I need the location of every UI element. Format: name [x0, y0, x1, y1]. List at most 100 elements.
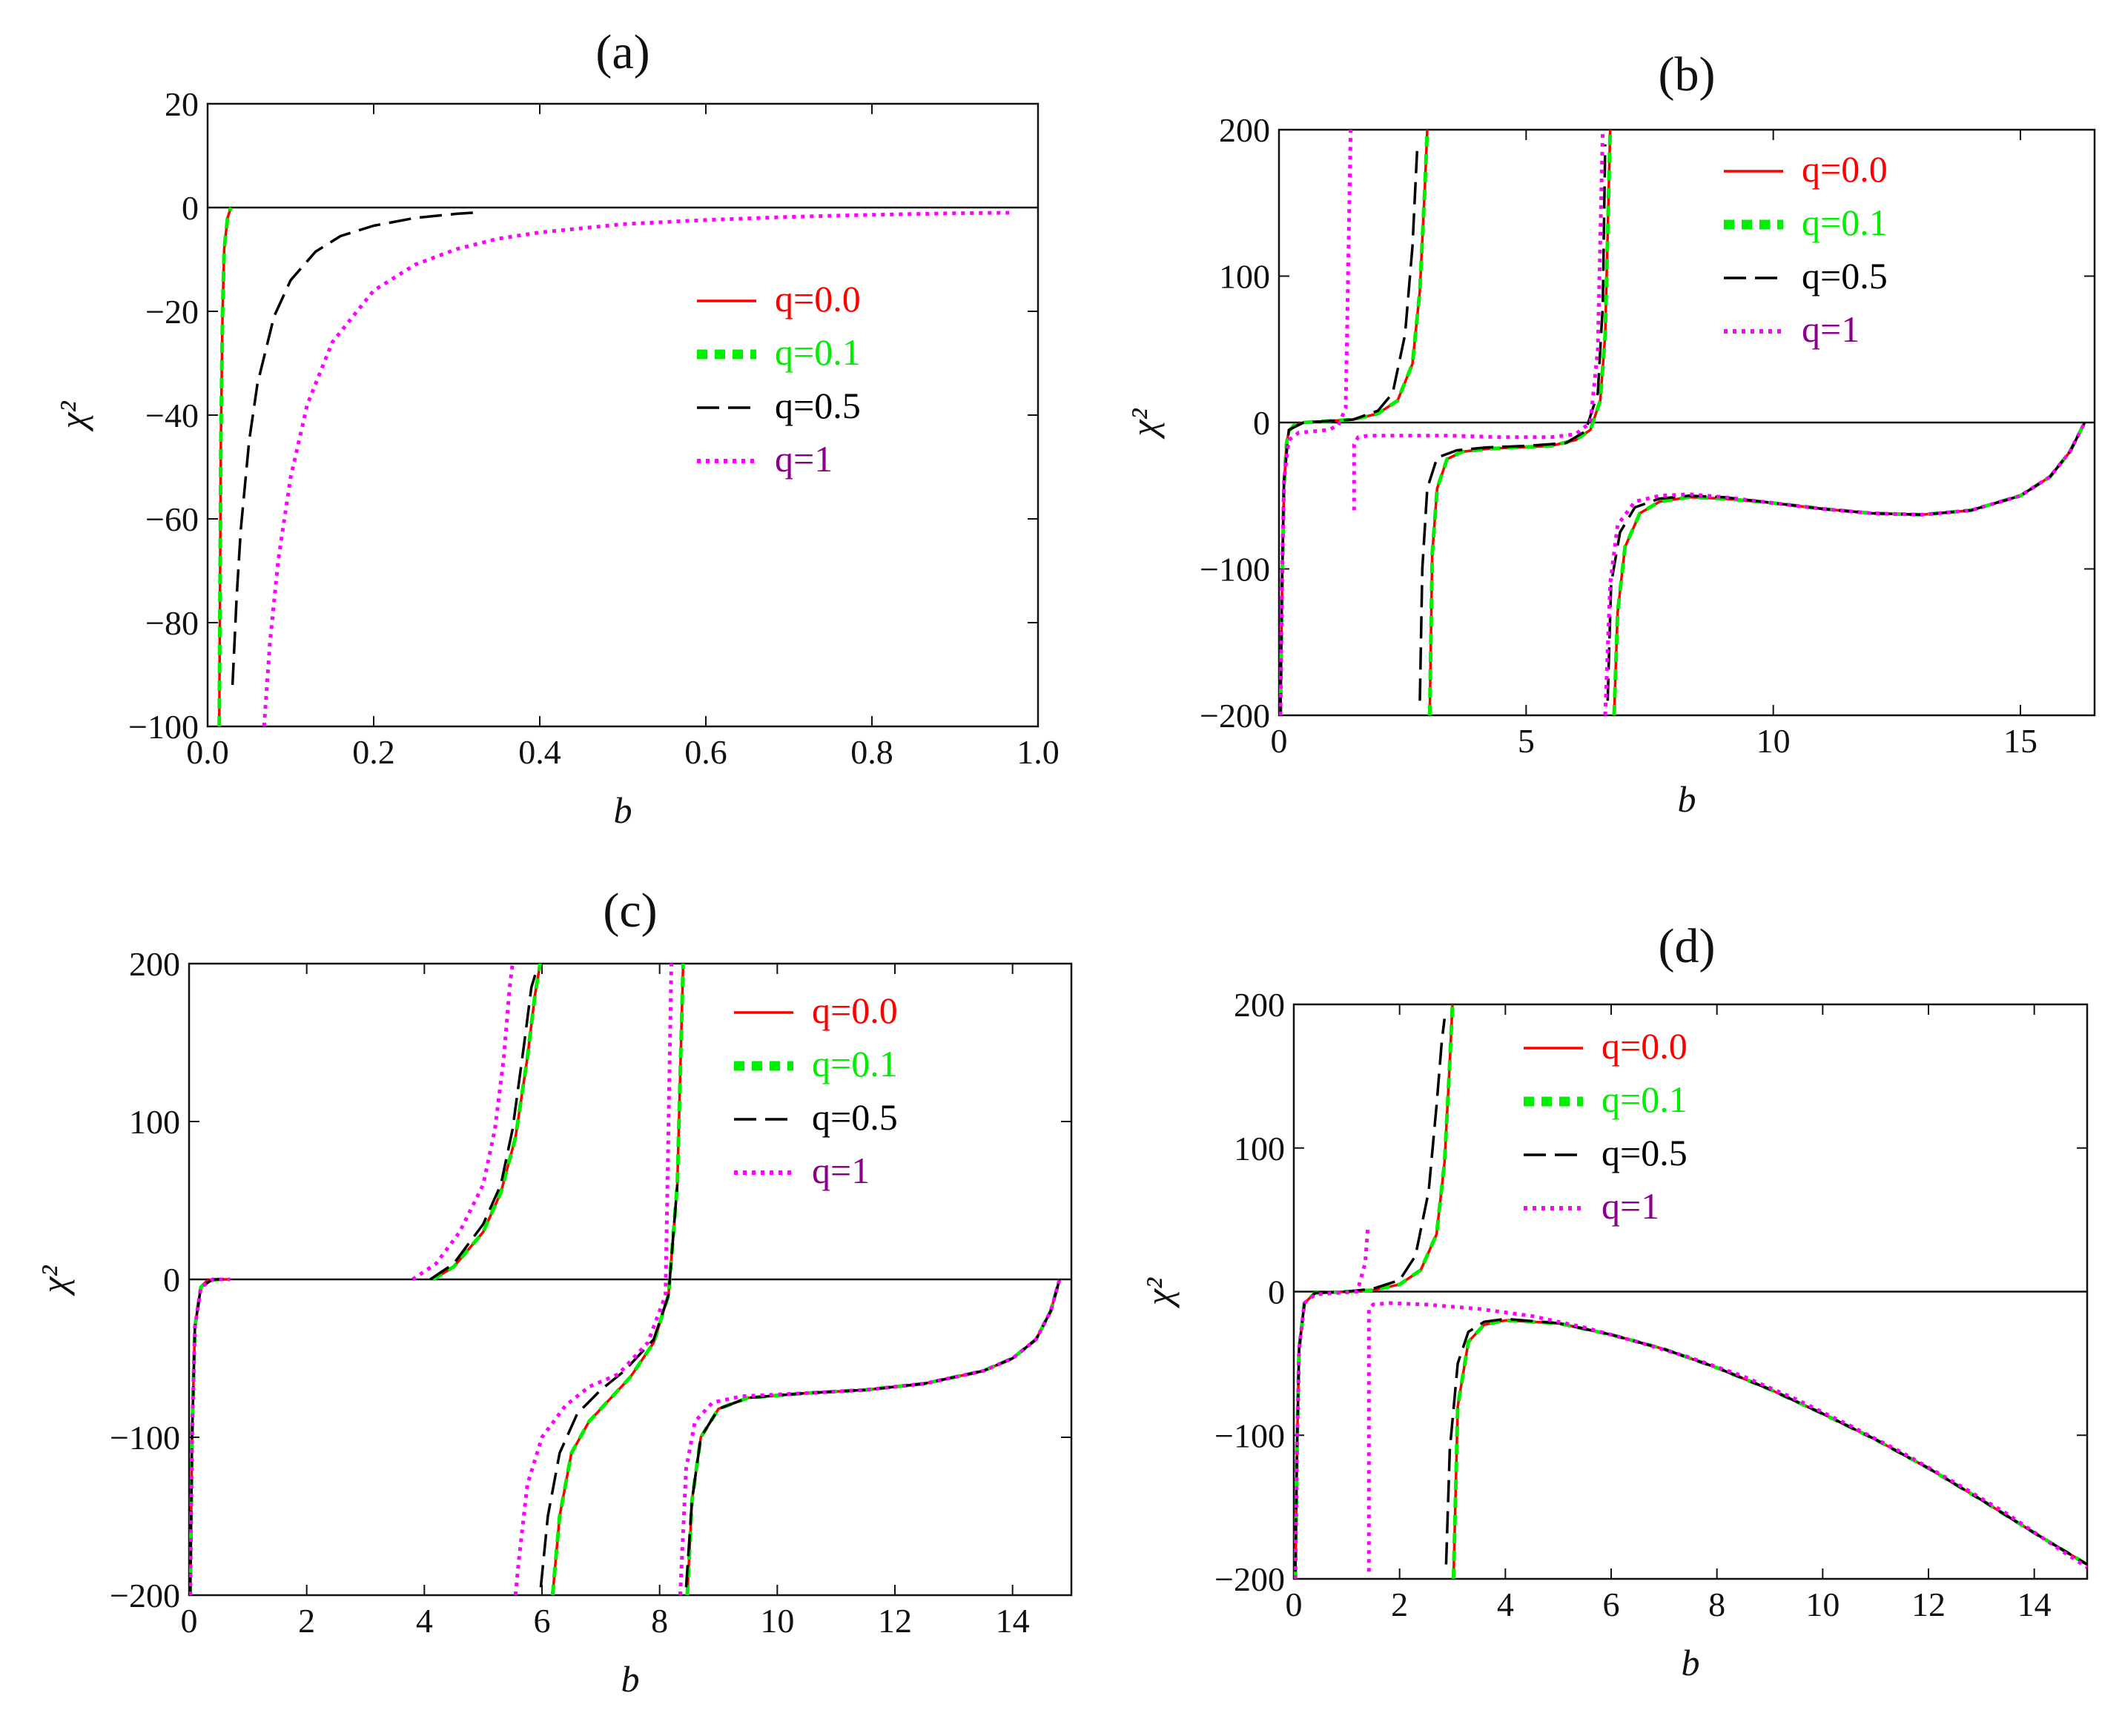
chart-0-xtick-label: 0.4: [518, 733, 561, 771]
chart-2-ytick-label: 100: [129, 1103, 180, 1141]
chart-3-series-q00-segment-1: [1452, 1319, 2087, 1579]
chart-0-xtick-label: 1.0: [1017, 733, 1060, 771]
chart-3-xtick-label: 10: [1805, 1586, 1840, 1623]
chart-0-xtick-label: 0.2: [352, 733, 395, 771]
chart-1-series-q1-segment-2: [1603, 421, 2086, 715]
chart-1: (b)0 5 10 152001000−100−200bχ²q=0.0q=0.1q=0…: [1123, 47, 2096, 820]
chart-1-xlabel: b: [1678, 778, 1696, 820]
chart-2-xtick-label: 8: [651, 1602, 668, 1640]
chart-1-series-q05-segment-0: [1279, 144, 1419, 715]
chart-2-ytick-label: −100: [110, 1419, 180, 1457]
chart-1-ytick-label: −100: [1200, 551, 1270, 589]
chart-2-xtick-label: 0: [181, 1602, 198, 1640]
chart-3-legend: q=0.0 q=0.1 q=0.5 q=1: [1524, 1025, 1688, 1227]
chart-3-xtick-label: 8: [1708, 1586, 1725, 1623]
chart-2-legend-label-0: q=0.0: [812, 990, 898, 1031]
chart-0-legend-label-2: q=0.5: [775, 385, 861, 426]
chart-2-xlabel: b: [621, 1658, 640, 1700]
chart-2-series-q01-segment-2: [550, 964, 685, 1595]
chart-1-ytick-label: −200: [1200, 697, 1270, 735]
chart-0-ytick-label: −80: [145, 604, 199, 642]
chart-0-xtick-label: 0.0: [186, 733, 229, 771]
chart-2-legend-label-3: q=1: [812, 1150, 870, 1191]
chart-3-ylabel: χ²: [1138, 1277, 1180, 1308]
chart-3-xtick-label: 4: [1497, 1586, 1514, 1623]
chart-0-series-q05-segment-0: [231, 211, 474, 686]
chart-1-series-q01-segment-2: [1612, 421, 2086, 715]
chart-3-xtick-label: 12: [1911, 1586, 1946, 1623]
chart-1-xtick-label: 5: [1518, 722, 1535, 760]
chart-1-xtick-label: 10: [1756, 722, 1791, 760]
chart-2-series-q05-segment-1: [429, 971, 538, 1281]
chart-2-legend-label-1: q=0.1: [812, 1043, 898, 1084]
chart-0-ytick-label: −60: [145, 500, 199, 538]
chart-2-series-q01-segment-3: [685, 1279, 1062, 1595]
chart-1-title: (b): [1659, 47, 1716, 102]
chart-2-series-q1-segment-2: [513, 964, 673, 1595]
chart-3-legend-label-0: q=0.0: [1602, 1025, 1688, 1067]
chart-0-ytick-label: −40: [145, 397, 199, 434]
chart-0-xtick-label: 0.8: [850, 733, 893, 771]
chart-2-ytick-label: 200: [129, 945, 180, 983]
chart-3-series-q05-segment-1: [1444, 1317, 2087, 1566]
chart-2-legend-label-2: q=0.5: [812, 1096, 898, 1138]
chart-1-legend-label-3: q=1: [1802, 308, 1860, 350]
chart-2-series-q01-segment-1: [432, 964, 543, 1282]
chart-3-xtick-label: 14: [2017, 1586, 2052, 1623]
chart-0-ylabel: χ²: [52, 401, 93, 432]
chart-3-title: (d): [1659, 919, 1716, 973]
chart-3-series-q01-segment-1: [1451, 1318, 2087, 1579]
chart-1-series-q05-segment-2: [1606, 422, 2086, 701]
chart-3-series-q05-segment-0: [1294, 1018, 1447, 1572]
chart-2-xtick-label: 4: [416, 1602, 433, 1640]
chart-2-series-q05-segment-0: [189, 1278, 231, 1595]
chart-1-series-q1-segment-1: [1352, 130, 1605, 511]
chart-1-xtick-label: 0: [1271, 722, 1288, 760]
chart-0: (a) 0.0 0.2 0.4 0.6 0.8 1.0 20 0 −20 −40 −60 −80 −100…: [52, 25, 1060, 831]
chart-0-ytick-label: 0: [182, 189, 199, 227]
chart-2-xtick-label: 6: [534, 1602, 551, 1640]
chart-3-legend-label-1: q=0.1: [1602, 1079, 1688, 1120]
chart-2-ylabel: χ²: [33, 1265, 75, 1296]
chart-2-series-q05-segment-2: [539, 1185, 679, 1588]
chart-1-legend-label-2: q=0.5: [1802, 255, 1888, 296]
chart-1-ytick-label: 200: [1219, 111, 1270, 149]
chart-1-xtick-label: 15: [2003, 722, 2037, 760]
chart-1-series-q00-segment-2: [1613, 422, 2086, 715]
chart-0-legend: q=0.0 q=0.1 q=0.5 q=1: [697, 278, 861, 480]
chart-0-ytick-label: −100: [128, 708, 199, 746]
chart-2-series-q1-segment-3: [678, 1279, 1062, 1595]
chart-1-ytick-label: 100: [1219, 258, 1270, 296]
chart-2-series-q00-segment-1: [432, 964, 542, 1281]
chart-0-xtick-label: 0.6: [684, 733, 727, 771]
chart-2: (c)0 2 4 6 8 10 12 142001000−100−200bχ²q=0.0q=0…: [33, 884, 1073, 1700]
chart-0-ytick-label: 20: [165, 85, 199, 123]
chart-2-series-q05-segment-3: [684, 1279, 1061, 1588]
chart-0-legend-label-3: q=1: [775, 438, 833, 480]
chart-3-xtick-label: 6: [1603, 1586, 1620, 1623]
chart-1-ylabel: χ²: [1123, 408, 1165, 440]
chart-3-xtick-label: 0: [1286, 1586, 1303, 1623]
chart-3-series-q1-segment-0: [1294, 1227, 1370, 1579]
chart-2-legend: q=0.0 q=0.1 q=0.5 q=1: [734, 990, 898, 1191]
chart-0-xlabel: b: [614, 789, 632, 831]
chart-1-series-q05-segment-1: [1418, 144, 1607, 701]
chart-1-legend-label-1: q=0.1: [1802, 202, 1888, 243]
chart-1-legend: q=0.0 q=0.1 q=0.5 q=1: [1724, 148, 1888, 350]
chart-3-ytick-label: 0: [1268, 1273, 1285, 1311]
chart-2-xtick-label: 2: [298, 1602, 315, 1640]
chart-3-xtick-label: 2: [1391, 1586, 1408, 1623]
chart-1-legend-label-0: q=0.0: [1802, 148, 1888, 190]
chart-2-xtick-label: 10: [760, 1602, 794, 1640]
chart-3-xlabel: b: [1682, 1642, 1700, 1683]
chart-1-ytick-label: 0: [1253, 404, 1270, 442]
chart-2-xtick-label: 14: [996, 1602, 1030, 1640]
chart-3-legend-label-2: q=0.5: [1602, 1132, 1688, 1173]
chart-0-legend-label-1: q=0.1: [775, 331, 861, 373]
chart-3-ytick-label: −100: [1214, 1417, 1285, 1454]
chart-2-ytick-label: 0: [163, 1261, 180, 1299]
chart-2-xtick-label: 12: [878, 1602, 912, 1640]
chart-0-plot-frame: [206, 102, 1039, 728]
chart-0-series-q1-segment-0: [262, 211, 1014, 726]
